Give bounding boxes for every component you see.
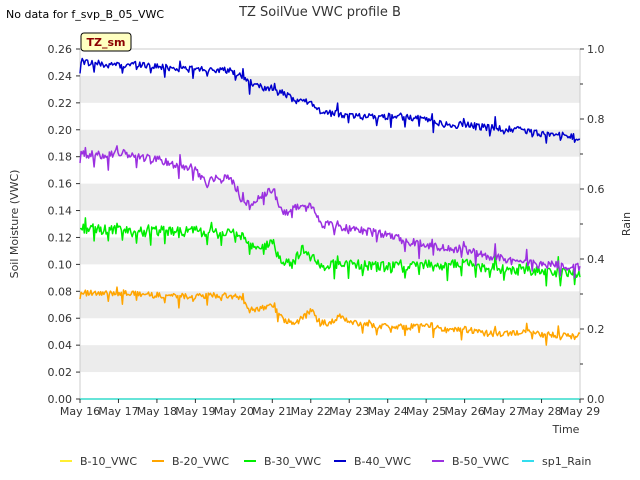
y-tick-label: 0.26 — [48, 43, 73, 56]
x-tick-label: May 28 — [521, 405, 561, 418]
x-tick-label: May 18 — [137, 405, 177, 418]
y-tick-label: 0.02 — [48, 366, 73, 379]
grid-band — [80, 183, 580, 211]
grid-band — [80, 129, 580, 157]
x-tick-label: May 21 — [252, 405, 292, 418]
x-tick-label: May 23 — [329, 405, 369, 418]
series-line-B-50_VWC — [79, 145, 581, 279]
y-axis-right: 0.0 0.2 0.4 0.6 0.8 1.0 — [580, 43, 605, 406]
y-tick-label: 0.04 — [48, 339, 73, 352]
x-tick-label: May 25 — [406, 405, 446, 418]
x-tick-label: May 16 — [60, 405, 100, 418]
site-badge-box — [80, 32, 132, 52]
y2-tick-label: 0.4 — [587, 253, 605, 266]
grid-band — [80, 345, 580, 373]
background-bands — [80, 75, 580, 373]
x-tick-label: May 24 — [368, 405, 408, 418]
site-badge: TZ_sm — [80, 32, 132, 52]
legend-label-B-30_VWC: B-30_VWC — [264, 455, 321, 468]
y2-tick-label: 1.0 — [587, 43, 605, 56]
x-tick-label: May 27 — [483, 405, 523, 418]
x-tick-label: May 26 — [444, 405, 484, 418]
grid-band — [80, 75, 580, 103]
site-badge-label: TZ_sm — [87, 36, 126, 49]
y-tick-label: 0.22 — [48, 97, 73, 110]
y-tick-label: 0.10 — [48, 258, 73, 271]
y2-axis-label: Rain — [620, 212, 633, 236]
y2-tick-label: 0.8 — [587, 113, 605, 126]
y-tick-label: 0.18 — [48, 151, 73, 164]
x-tick-label: May 19 — [175, 405, 215, 418]
legend-label-B-40_VWC: B-40_VWC — [354, 455, 411, 468]
y2-tick-label: 0.6 — [587, 183, 605, 196]
y-tick-label: 0.08 — [48, 285, 73, 298]
x-tick-label: May 22 — [291, 405, 331, 418]
legend-label-B-50_VWC: B-50_VWC — [452, 455, 509, 468]
y-tick-label: 0.14 — [48, 205, 73, 218]
x-tick-label: May 17 — [98, 405, 138, 418]
y-axis-left: 0.00 0.02 0.04 0.06 0.08 0.10 0.12 0.14 0.16 0.18… — [48, 43, 80, 406]
y-tick-label: 0.16 — [48, 178, 73, 191]
y-tick-label: 0.12 — [48, 231, 73, 244]
legend-label-sp1_Rain: sp1_Rain — [542, 455, 591, 468]
grid-band — [80, 291, 580, 319]
x-axis-label: Time — [552, 423, 580, 436]
series-lines — [79, 57, 581, 400]
legend: B-10_VWC B-20_VWC B-30_VWC B-40_VWC B-50_VWC… — [60, 455, 591, 468]
y-tick-label: 0.24 — [48, 70, 73, 83]
chart-title: TZ SoilVue VWC profile B — [238, 5, 401, 20]
series-line-B-20_VWC — [79, 286, 581, 346]
x-tick-label: May 29 — [560, 405, 600, 418]
y-axis-label: Soil Moisture (VWC) — [8, 170, 21, 279]
series-line-B-30_VWC — [80, 217, 581, 287]
y-tick-label: 0.06 — [48, 312, 73, 325]
y2-tick-label: 0.0 — [587, 393, 605, 406]
y-tick-label: 0.20 — [48, 124, 73, 137]
no-data-note: No data for f_svp_B_05_VWC — [6, 8, 164, 21]
x-tick-label: May 20 — [214, 405, 254, 418]
series-line-B-40_VWC — [79, 57, 581, 144]
legend-label-B-20_VWC: B-20_VWC — [172, 455, 229, 468]
y2-tick-label: 0.2 — [587, 323, 605, 336]
legend-label-B-10_VWC: B-10_VWC — [80, 455, 137, 468]
y-tick-label: 0.00 — [48, 393, 73, 406]
